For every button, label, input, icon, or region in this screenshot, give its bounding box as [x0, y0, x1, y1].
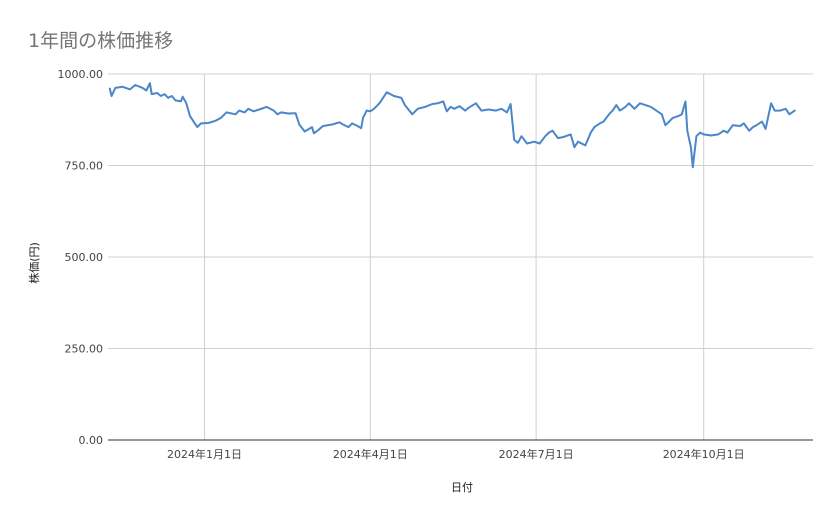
series-layer: [108, 82, 796, 169]
chart-title: 1年間の株価推移: [28, 30, 174, 52]
y-tick-label: 500.00: [65, 251, 104, 264]
x-axis-title: 日付: [451, 481, 473, 494]
y-tick-label: 250.00: [65, 343, 104, 356]
y-tick-label: 0.00: [79, 434, 104, 447]
series-line: [108, 82, 796, 169]
y-tick-label: 1000.00: [58, 68, 104, 81]
x-tick-label: 2024年1月1日: [167, 447, 242, 461]
x-tick-label: 2024年4月1日: [333, 447, 408, 461]
x-tick-label: 2024年7月1日: [499, 447, 574, 461]
label-layer: 0.00 250.00 500.00 750.00 1000.00 2024年1月1日 20…: [58, 68, 745, 461]
grid-layer: [108, 73, 813, 440]
x-tick-label: 2024年10月1日: [663, 447, 745, 461]
y-tick-label: 750.00: [65, 160, 104, 173]
y-axis-title: 株価(円): [27, 242, 41, 284]
